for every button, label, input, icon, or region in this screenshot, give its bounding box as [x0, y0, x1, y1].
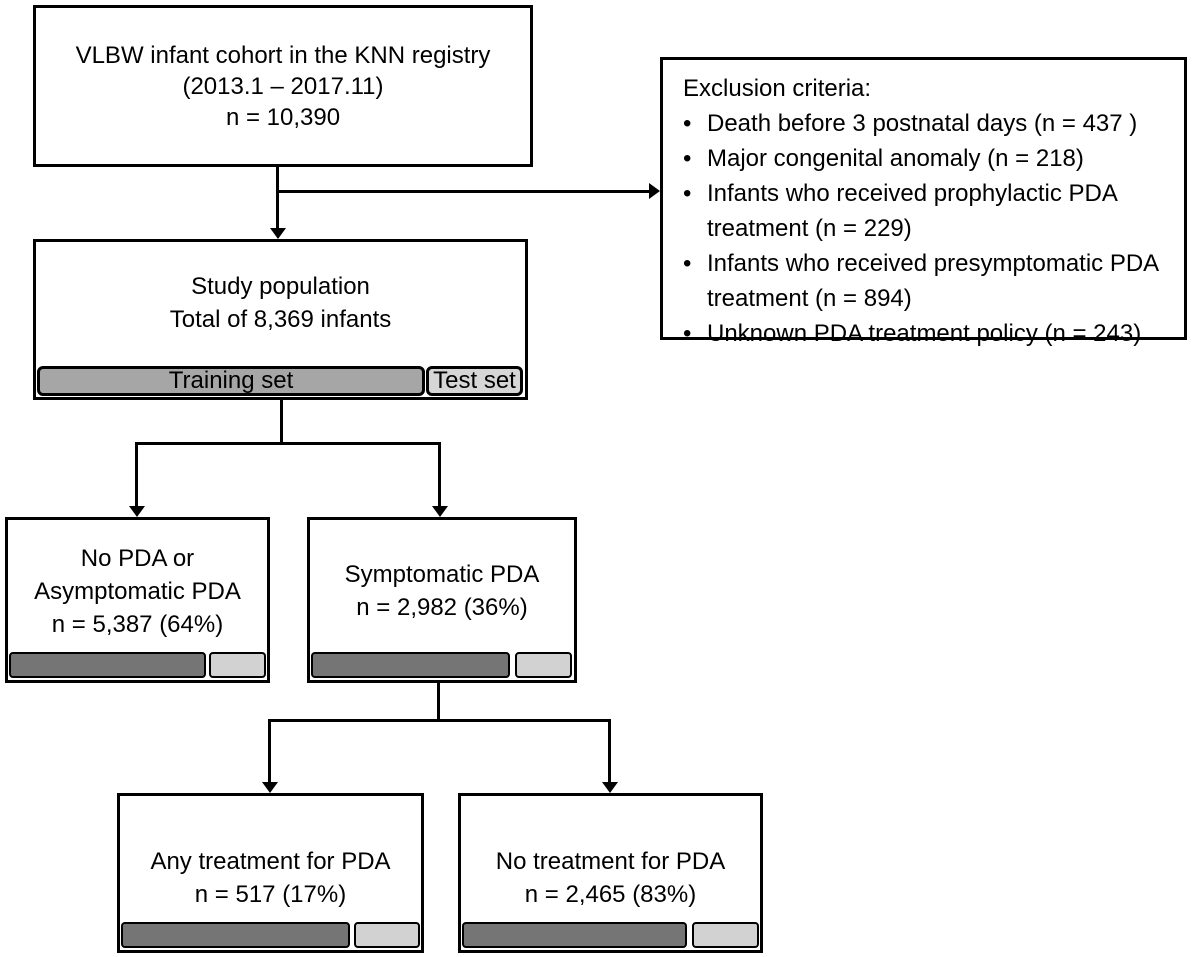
no-treatment-box: No treatment for PDA n = 2,465 (83%)	[458, 793, 763, 953]
no-pda-line-1: No PDA or	[80, 544, 195, 572]
test-set-bar: Test set	[426, 366, 523, 396]
arrowhead-down-icon	[432, 506, 448, 517]
symptomatic-pda-text: Symptomatic PDA n = 2,982 (36%)	[310, 520, 574, 650]
connector-study-stem	[280, 400, 283, 444]
any-treatment-dark-strip	[121, 922, 350, 948]
test-set-label: Test set	[433, 367, 516, 394]
bullet-glyph: •	[683, 250, 692, 277]
symptomatic-line-1: Symptomatic PDA	[344, 561, 540, 588]
no-pda-line-3: n = 5,387 (64%)	[51, 610, 224, 638]
bullet-glyph: •	[683, 110, 692, 137]
cohort-line-1: VLBW infant cohort in the KNN registry	[75, 41, 491, 69]
exclusion-item-text: Unknown PDA treatment policy (n = 243)	[707, 320, 1142, 347]
no-pda-light-strip	[209, 652, 266, 678]
arrowhead-down-icon	[129, 506, 145, 517]
no-treatment-dark-strip	[462, 922, 687, 948]
exclusion-item-text: Major congenital anomaly (n = 218)	[707, 145, 1084, 172]
no-pda-line-2: Asymptomatic PDA	[34, 577, 241, 605]
connector-symptomatic-branch	[268, 719, 611, 722]
bullet-glyph: •	[683, 145, 692, 172]
connector-to-no-pda	[135, 442, 138, 506]
no-pda-text: No PDA or Asymptomatic PDA n = 5,387 (64…	[8, 520, 267, 650]
exclusion-item-text: Infants who received prophylactic PDA tr…	[707, 180, 1117, 242]
connector-to-symptomatic	[438, 442, 441, 506]
training-set-label: Training set	[168, 367, 294, 394]
exclusion-box: Exclusion criteria: • Death before 3 pos…	[660, 57, 1187, 347]
no-treatment-line-1: No treatment for PDA	[495, 848, 726, 875]
any-treatment-box: Any treatment for PDA n = 517 (17%)	[117, 793, 424, 953]
arrowhead-down-icon	[602, 782, 618, 793]
exclusion-item: • Infants who received prophylactic PDA …	[683, 176, 1176, 246]
arrowhead-down-icon	[262, 782, 278, 793]
arrowhead-right-icon	[649, 183, 660, 199]
training-set-bar: Training set	[37, 366, 425, 396]
bullet-glyph: •	[683, 320, 692, 347]
any-treatment-light-strip	[354, 922, 420, 948]
connector-to-exclusion	[278, 190, 649, 193]
any-treatment-text: Any treatment for PDA n = 517 (17%)	[120, 796, 421, 920]
exclusion-item-text: Death before 3 postnatal days (n = 437 )	[707, 110, 1138, 137]
cohort-line-3: n = 10,390	[225, 103, 341, 131]
no-treatment-light-strip	[692, 922, 759, 948]
no-pda-box: No PDA or Asymptomatic PDA n = 5,387 (64…	[5, 517, 270, 683]
study-population-text: Study population Total of 8,369 infants	[36, 242, 525, 364]
exclusion-item: • Death before 3 postnatal days (n = 437…	[683, 106, 1176, 141]
connector-to-no-treatment	[608, 719, 611, 782]
any-treatment-line-1: Any treatment for PDA	[150, 848, 391, 875]
connector-symptomatic-stem	[437, 683, 440, 722]
study-population-box: Study population Total of 8,369 infants …	[33, 239, 528, 400]
no-treatment-line-2: n = 2,465 (83%)	[524, 881, 697, 908]
cohort-box: VLBW infant cohort in the KNN registry (…	[33, 5, 533, 167]
symptomatic-pda-box: Symptomatic PDA n = 2,982 (36%)	[307, 517, 577, 683]
connector-study-branch	[135, 442, 441, 445]
symptomatic-line-2: n = 2,982 (36%)	[356, 594, 528, 621]
connector-cohort-to-study	[276, 167, 279, 229]
study-line-1: Study population	[191, 273, 370, 300]
exclusion-title: Exclusion criteria:	[683, 75, 872, 102]
no-treatment-text: No treatment for PDA n = 2,465 (83%)	[461, 796, 760, 920]
exclusion-item: • Unknown PDA treatment policy (n = 243)	[683, 316, 1176, 351]
symptomatic-light-strip	[515, 652, 572, 678]
cohort-box-text: VLBW infant cohort in the KNN registry (…	[36, 8, 530, 164]
cohort-line-2: (2013.1 – 2017.11)	[182, 72, 384, 100]
exclusion-item: • Infants who received presymptomatic PD…	[683, 246, 1176, 316]
symptomatic-dark-strip	[311, 652, 510, 678]
arrowhead-down-icon	[270, 228, 286, 239]
exclusion-item-text: Infants who received presymptomatic PDA …	[707, 250, 1158, 312]
exclusion-box-text: Exclusion criteria: • Death before 3 pos…	[663, 60, 1184, 347]
connector-to-any-treatment	[268, 719, 271, 782]
no-pda-dark-strip	[9, 652, 206, 678]
bullet-glyph: •	[683, 180, 692, 207]
any-treatment-line-2: n = 517 (17%)	[194, 881, 347, 908]
study-line-2: Total of 8,369 infants	[169, 306, 392, 333]
exclusion-item: • Major congenital anomaly (n = 218)	[683, 141, 1176, 176]
